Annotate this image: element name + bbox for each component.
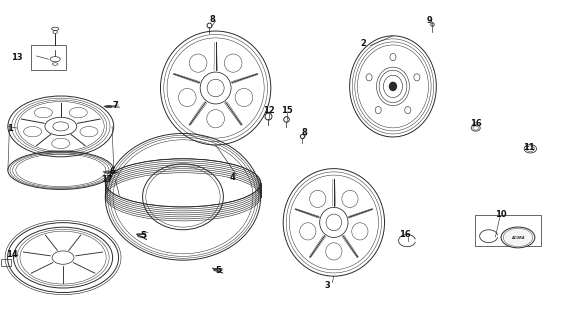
Text: 10: 10 [495,210,507,219]
Bar [31,45,66,70]
Text: 6: 6 [110,167,115,176]
Ellipse shape [390,82,396,91]
Ellipse shape [501,227,535,248]
Text: 5: 5 [216,266,221,275]
Text: 9: 9 [426,16,432,25]
Text: 5: 5 [141,231,146,240]
Text: 15: 15 [282,106,293,115]
Bar [1,259,11,266]
Text: 16: 16 [400,230,411,239]
Text: 13: 13 [11,53,23,62]
Text: 14: 14 [7,250,18,259]
Text: 8: 8 [210,15,216,24]
Text: 3: 3 [325,281,330,290]
Text: 8: 8 [301,128,307,137]
Bar [475,215,541,246]
Text: 4: 4 [230,173,235,182]
Text: ACURA: ACURA [511,236,525,240]
Text: 2: 2 [360,39,366,48]
Text: 17: 17 [101,175,113,184]
Text: 11: 11 [524,143,535,152]
Text: 12: 12 [263,106,275,115]
Text: 16: 16 [470,119,481,128]
Text: 1: 1 [7,124,13,132]
Text: 7: 7 [113,101,118,110]
